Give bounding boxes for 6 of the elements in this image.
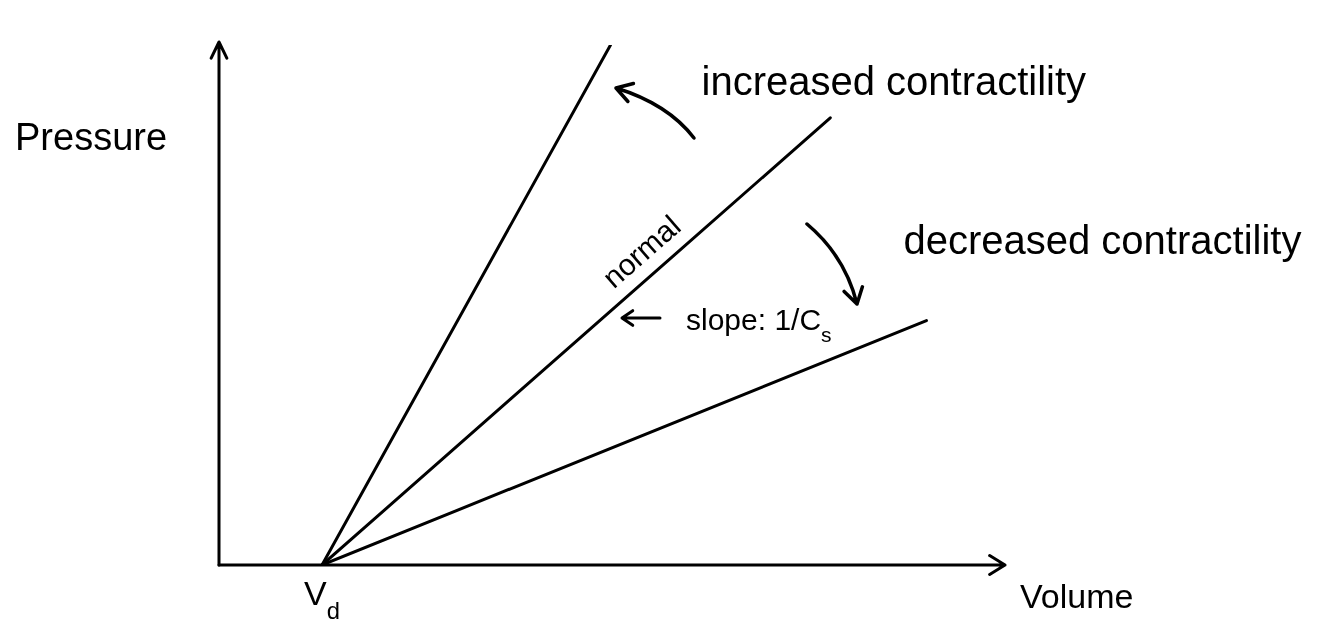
- legend-label: decreased contractility: [903, 217, 1302, 262]
- legend-label: increased contractility: [701, 59, 1087, 103]
- y-axis-title: Pressure: [15, 116, 168, 158]
- x-axis-title: Volume: [1020, 577, 1134, 615]
- text: V$_{d}$: [304, 574, 340, 624]
- annotation: slope: 1/C$_{s}$: [686, 303, 832, 346]
